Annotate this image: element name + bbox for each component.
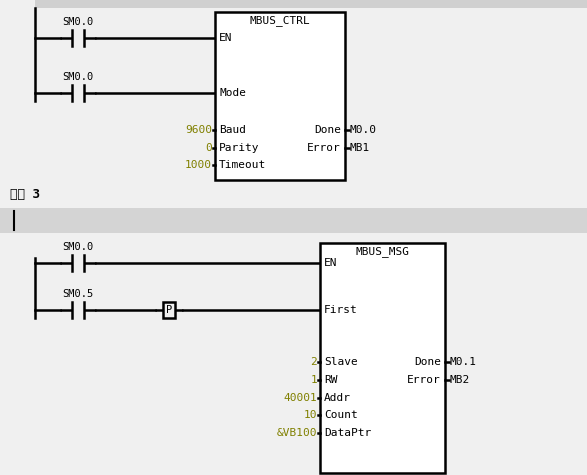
Text: M0.1: M0.1 (450, 357, 477, 367)
Text: 9600: 9600 (185, 125, 212, 135)
Bar (320, 243, 445, 473)
Text: EN: EN (324, 258, 338, 268)
Text: Count: Count (324, 410, 357, 420)
Text: 40001: 40001 (284, 393, 317, 403)
Text: DataPtr: DataPtr (324, 428, 371, 438)
Text: Done: Done (414, 357, 441, 367)
Text: Parity: Parity (219, 143, 259, 153)
Text: 0: 0 (205, 143, 212, 153)
Text: SM0.5: SM0.5 (62, 289, 93, 299)
Text: Done: Done (314, 125, 341, 135)
Text: Baud: Baud (219, 125, 246, 135)
Text: MBUS_MSG: MBUS_MSG (356, 247, 410, 257)
Text: MB2: MB2 (450, 375, 470, 385)
Text: EN: EN (219, 33, 232, 43)
Text: Error: Error (407, 375, 441, 385)
Bar (35, 0, 587, 8)
Text: 1: 1 (311, 375, 317, 385)
Text: &VB100: &VB100 (276, 428, 317, 438)
Text: Error: Error (307, 143, 341, 153)
Text: MBUS_CTRL: MBUS_CTRL (249, 16, 311, 27)
Text: 2: 2 (311, 357, 317, 367)
Text: SM0.0: SM0.0 (62, 17, 93, 27)
Bar (0, 208, 587, 233)
Text: M0.0: M0.0 (350, 125, 377, 135)
Text: RW: RW (324, 375, 338, 385)
Text: MB1: MB1 (350, 143, 370, 153)
Text: 网络 3: 网络 3 (10, 189, 40, 201)
Text: SM0.0: SM0.0 (62, 242, 93, 252)
Text: Addr: Addr (324, 393, 351, 403)
Text: 1000: 1000 (185, 160, 212, 170)
Text: Mode: Mode (219, 88, 246, 98)
Text: P: P (166, 305, 172, 315)
Text: Timeout: Timeout (219, 160, 266, 170)
Bar (163, 302, 175, 318)
Text: Slave: Slave (324, 357, 357, 367)
Bar (215, 12, 345, 180)
Text: SM0.0: SM0.0 (62, 72, 93, 82)
Text: First: First (324, 305, 357, 315)
Text: 10: 10 (303, 410, 317, 420)
